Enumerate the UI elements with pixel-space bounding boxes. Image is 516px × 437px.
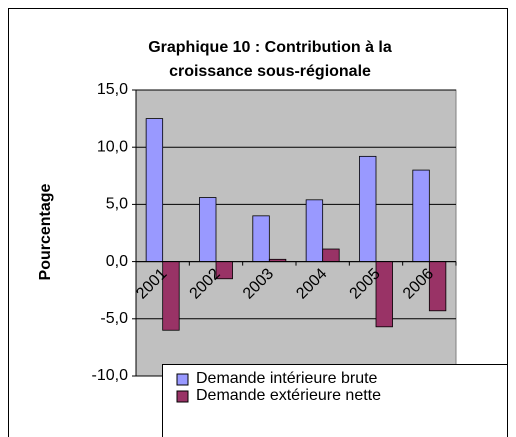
bar bbox=[162, 261, 180, 331]
bar bbox=[412, 169, 430, 262]
plot-area bbox=[135, 89, 457, 377]
bar bbox=[199, 197, 217, 262]
y-tick-label: 15,0 bbox=[97, 81, 128, 98]
legend-label: Demande intérieure brute bbox=[196, 370, 378, 387]
bar bbox=[359, 155, 377, 263]
y-tick-label: 5,0 bbox=[106, 196, 128, 213]
bar bbox=[375, 261, 393, 328]
y-tick-label: -5,0 bbox=[100, 310, 128, 327]
legend-swatch bbox=[176, 390, 189, 403]
y-tick-label: 0,0 bbox=[106, 253, 128, 270]
bar bbox=[145, 118, 164, 262]
chart-title: croissance sous-régionale bbox=[169, 63, 371, 80]
y-tick-label: 10,0 bbox=[97, 138, 128, 155]
legend-label: Demande extérieure nette bbox=[196, 387, 381, 404]
y-tick-label: -10,0 bbox=[92, 367, 129, 384]
bar bbox=[428, 261, 447, 312]
y-axis-label: Pourcentage bbox=[37, 183, 54, 280]
bar bbox=[305, 199, 324, 263]
legend-swatch bbox=[176, 373, 189, 386]
legend bbox=[162, 364, 508, 437]
chart-title: Graphique 10 : Contribution à la bbox=[148, 39, 392, 56]
bar bbox=[252, 215, 270, 262]
bar bbox=[322, 248, 340, 263]
